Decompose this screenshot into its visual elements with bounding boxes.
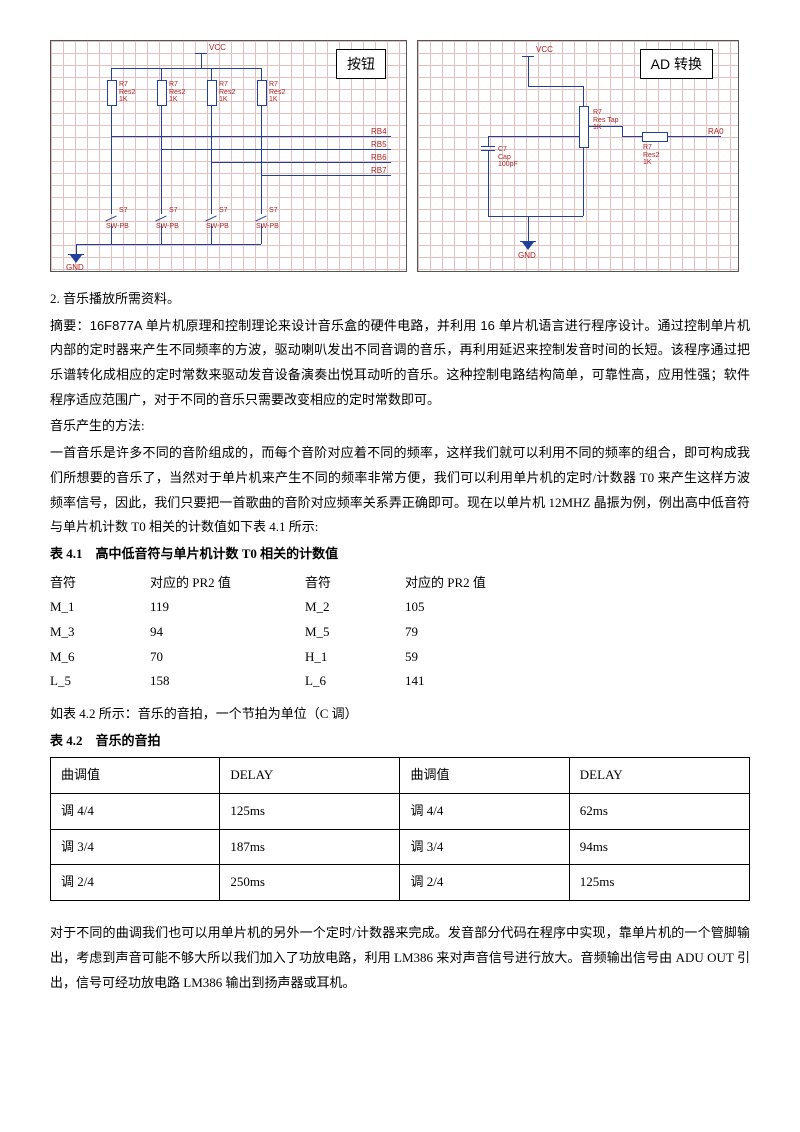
table-row: M_1 119 M_2 105 xyxy=(50,595,750,620)
abstract-paragraph: 摘要：16F877A 单片机原理和控制理论来设计音乐盒的硬件电路，并利用 16 … xyxy=(50,314,750,413)
gnd-label-left: GND xyxy=(66,263,84,272)
method-title: 音乐产生的方法: xyxy=(50,414,750,439)
table41-title: 表 4.1 高中低音符与单片机计数 T0 相关的计数值 xyxy=(50,542,750,567)
pin-rb6: RB6 xyxy=(371,153,387,162)
table-42: 曲调值 DELAY 曲调值 DELAY 调 4/4 125ms 调 4/4 62… xyxy=(50,757,750,901)
schematic-ad: AD 转换 VCC R7Res Tap1K R7Res21K RA0 C7Cap… xyxy=(417,40,739,272)
table-row: M_3 94 M_5 79 xyxy=(50,620,750,645)
table-row: 调 3/4 187ms 调 3/4 94ms xyxy=(51,829,750,865)
table-row: M_6 70 H_1 59 xyxy=(50,645,750,670)
vcc-label: VCC xyxy=(209,43,226,52)
table42-title: 表 4.2 音乐的音拍 xyxy=(50,729,750,754)
gnd-label-right: GND xyxy=(518,251,536,260)
pin-rb5: RB5 xyxy=(371,140,387,149)
section2-title: 2. 音乐播放所需资料。 xyxy=(50,287,750,312)
method-text: 一首音乐是许多不同的音阶组成的，而每个音阶对应着不同的频率，这样我们就可以利用不… xyxy=(50,441,750,540)
diagram-label-buttons: 按钮 xyxy=(336,49,386,79)
pin-rb4: RB4 xyxy=(371,127,387,136)
vcc-label-right: VCC xyxy=(536,45,553,54)
pin-ra0: RA0 xyxy=(708,127,724,136)
schematic-buttons: 按钮 VCC R7Res21K R7Res21K R7Res21K R7Res2… xyxy=(50,40,407,272)
table-row: L_5 158 L_6 141 xyxy=(50,669,750,694)
table-row: 调 4/4 125ms 调 4/4 62ms xyxy=(51,794,750,830)
table-row: 曲调值 DELAY 曲调值 DELAY xyxy=(51,758,750,794)
pin-rb7: RB7 xyxy=(371,166,387,175)
schematic-diagrams: 按钮 VCC R7Res21K R7Res21K R7Res21K R7Res2… xyxy=(50,40,750,272)
table42-intro: 如表 4.2 所示：音乐的音拍，一个节拍为单位（C 调） xyxy=(50,702,750,727)
diagram-label-ad: AD 转换 xyxy=(640,49,713,79)
table-41: 音符 对应的 PR2 值 音符 对应的 PR2 值 M_1 119 M_2 10… xyxy=(50,571,750,694)
table-row: 音符 对应的 PR2 值 音符 对应的 PR2 值 xyxy=(50,571,750,596)
footer-paragraph: 对于不同的曲调我们也可以用单片机的另外一个定时/计数器来完成。发音部分代码在程序… xyxy=(50,921,750,995)
table-row: 调 2/4 250ms 调 2/4 125ms xyxy=(51,865,750,901)
